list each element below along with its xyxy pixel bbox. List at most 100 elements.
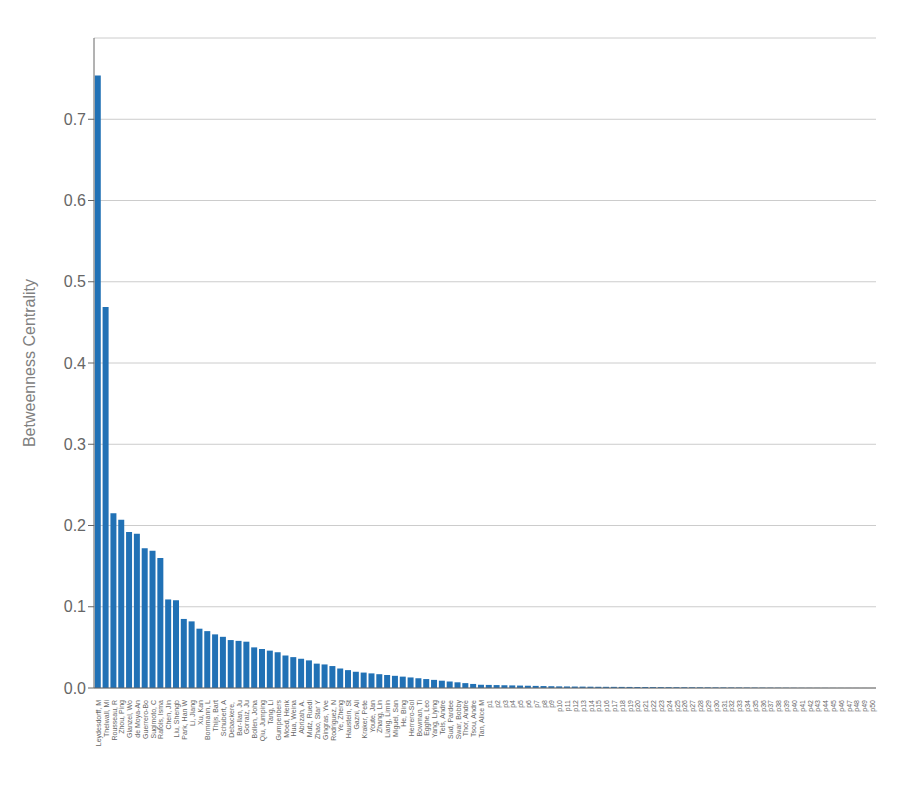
svg-text:Thor, Andre: Thor, Andre [462, 700, 469, 736]
svg-text:p32: p32 [728, 700, 736, 712]
svg-text:p42: p42 [807, 700, 815, 712]
svg-text:Hua, Weina: Hua, Weina [290, 700, 297, 737]
svg-text:p3: p3 [502, 700, 510, 708]
svg-text:p22: p22 [650, 700, 658, 712]
svg-text:p48: p48 [853, 700, 861, 712]
svg-text:Zhang, Lin: Zhang, Lin [376, 700, 384, 733]
svg-text:He, Bing: He, Bing [400, 700, 408, 727]
svg-text:Bollen, Joha: Bollen, Joha [251, 700, 258, 739]
svg-text:Gingras, Yve: Gingras, Yve [322, 700, 330, 740]
svg-text:Liu, Shengb: Liu, Shengb [173, 700, 181, 737]
svg-text:0.7: 0.7 [64, 111, 86, 128]
svg-text:p12: p12 [572, 700, 580, 712]
svg-text:Tan, Alice M: Tan, Alice M [478, 700, 485, 738]
svg-text:Rodriguez, N: Rodriguez, N [330, 700, 338, 741]
svg-text:p28: p28 [697, 700, 705, 712]
svg-text:Moed, Henk: Moed, Henk [283, 700, 290, 738]
svg-text:p37: p37 [767, 700, 775, 712]
svg-text:p6: p6 [525, 700, 533, 708]
svg-text:Guerrero-Bo: Guerrero-Bo [142, 700, 149, 739]
svg-text:Swar, Bobby: Swar, Bobby [455, 700, 463, 740]
svg-text:Gumpenbers: Gumpenbers [275, 700, 283, 741]
svg-text:Rousseau, R: Rousseau, R [111, 700, 118, 740]
svg-text:Zhou, Ping: Zhou, Ping [118, 700, 126, 734]
svg-text:p34: p34 [744, 700, 752, 712]
svg-text:p2: p2 [494, 700, 502, 708]
svg-text:p7: p7 [533, 700, 541, 708]
svg-text:p35: p35 [752, 700, 760, 712]
svg-text:p50: p50 [869, 700, 877, 712]
svg-text:0.3: 0.3 [64, 436, 86, 453]
svg-text:0.4: 0.4 [64, 355, 86, 372]
svg-text:p33: p33 [736, 700, 744, 712]
svg-text:Bar-Ilan, Ju: Bar-Ilan, Ju [236, 700, 243, 736]
svg-text:0.6: 0.6 [64, 192, 86, 209]
svg-text:Mutz, Ruedi: Mutz, Ruedi [306, 700, 313, 738]
svg-text:Rafols, Isma: Rafols, Isma [157, 700, 164, 739]
svg-text:0.5: 0.5 [64, 273, 86, 290]
svg-text:de Moya-An: de Moya-An [134, 700, 142, 738]
svg-text:Egghe, Leo: Egghe, Leo [423, 700, 431, 736]
svg-text:p38: p38 [775, 700, 783, 712]
svg-text:Sugimoto, C: Sugimoto, C [150, 700, 158, 739]
svg-text:Herrero-Sol: Herrero-Sol [408, 700, 415, 737]
svg-text:Zhao, Star Y: Zhao, Star Y [314, 700, 321, 740]
svg-text:p5: p5 [517, 700, 525, 708]
svg-text:p47: p47 [846, 700, 854, 712]
svg-text:Kraker, Pete: Kraker, Pete [361, 700, 368, 739]
svg-text:Thijs, Bart: Thijs, Bart [212, 700, 220, 732]
svg-text:Yang, Liying: Yang, Liying [431, 700, 439, 738]
svg-text:Bornmann, L: Bornmann, L [204, 700, 211, 740]
svg-text:p29: p29 [705, 700, 713, 712]
svg-text:Debackere,: Debackere, [228, 700, 235, 738]
svg-text:Gorraiz, Ju: Gorraiz, Ju [243, 700, 250, 734]
svg-text:Youte, Jan: Youte, Jan [369, 700, 376, 733]
svg-text:Haustein, St: Haustein, St [345, 700, 352, 738]
svg-text:p30: p30 [713, 700, 721, 712]
svg-text:Thelwall, Mi: Thelwall, Mi [103, 700, 110, 737]
svg-text:p45: p45 [830, 700, 838, 712]
svg-text:Betweenness Centrality: Betweenness Centrality [21, 279, 38, 447]
svg-text:p14: p14 [588, 700, 596, 712]
svg-text:Tsou, Andre: Tsou, Andre [470, 700, 477, 737]
svg-text:p26: p26 [681, 700, 689, 712]
svg-text:Miguel, San: Miguel, San [392, 700, 400, 737]
svg-text:p44: p44 [822, 700, 830, 712]
svg-text:p13: p13 [580, 700, 588, 712]
svg-text:Chen, Jin: Chen, Jin [165, 700, 172, 730]
svg-text:Liang, Limin: Liang, Limin [384, 700, 392, 738]
svg-text:Sud, Pardee: Sud, Pardee [447, 700, 454, 739]
svg-text:Schubert, A: Schubert, A [220, 700, 227, 737]
svg-text:Bowman, Ti: Bowman, Ti [416, 700, 423, 737]
svg-text:p15: p15 [595, 700, 603, 712]
svg-text:Ye, Zheng: Ye, Zheng [337, 700, 345, 732]
svg-text:Tels, Andre: Tels, Andre [439, 700, 446, 735]
svg-text:p39: p39 [783, 700, 791, 712]
svg-text:p23: p23 [658, 700, 666, 712]
svg-text:p43: p43 [814, 700, 822, 712]
svg-text:Xu, Kan: Xu, Kan [197, 700, 204, 725]
svg-text:p21: p21 [642, 700, 650, 712]
svg-text:Leydesdorff, M: Leydesdorff, M [95, 700, 103, 746]
svg-text:p18: p18 [619, 700, 627, 712]
svg-text:p27: p27 [689, 700, 697, 712]
svg-text:p36: p36 [760, 700, 768, 712]
svg-text:p41: p41 [799, 700, 807, 712]
svg-text:0.0: 0.0 [64, 680, 86, 697]
svg-text:p19: p19 [627, 700, 635, 712]
svg-text:p11: p11 [564, 700, 572, 711]
svg-text:p4: p4 [509, 700, 517, 708]
svg-text:p31: p31 [721, 700, 729, 712]
svg-text:p17: p17 [611, 700, 619, 712]
svg-text:0.2: 0.2 [64, 517, 86, 534]
svg-text:p16: p16 [603, 700, 611, 712]
svg-text:p10: p10 [556, 700, 564, 712]
svg-text:p9: p9 [548, 700, 556, 708]
svg-text:Li, Jiang: Li, Jiang [189, 700, 197, 726]
svg-text:p1: p1 [486, 700, 494, 708]
svg-text:p8: p8 [541, 700, 549, 708]
svg-text:p46: p46 [838, 700, 846, 712]
svg-text:Park, Han W: Park, Han W [181, 700, 188, 740]
svg-text:p49: p49 [861, 700, 869, 712]
svg-text:Tang, Li: Tang, Li [267, 700, 275, 725]
